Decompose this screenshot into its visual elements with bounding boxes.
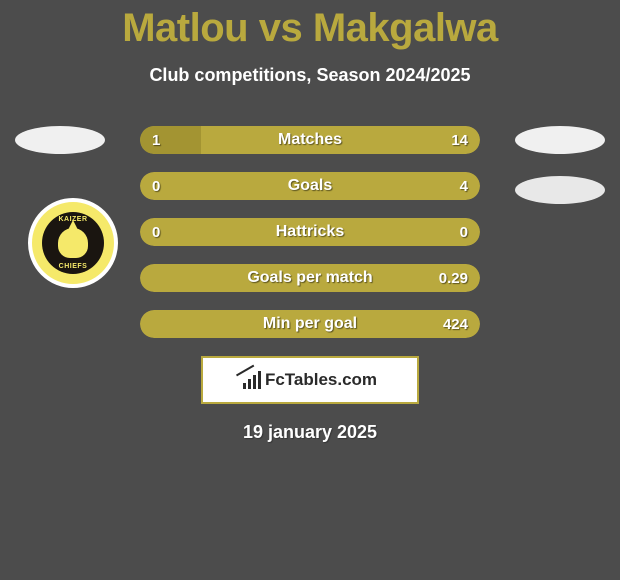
stat-row: Hattricks0 0 [140, 218, 480, 246]
stat-label: Min per goal [140, 310, 480, 338]
player-left-placeholder-icon [15, 126, 105, 154]
source-logo-text: FcTables.com [265, 370, 377, 390]
source-logo-box: FcTables.com [201, 356, 419, 404]
stat-row: Min per goal424 [140, 310, 480, 338]
stat-value-right: 0.29 [439, 264, 468, 292]
vs-text: vs [259, 6, 303, 50]
club-badge-inner: KAIZER CHIEFS [42, 212, 104, 274]
stat-row: Goals0 4 [140, 172, 480, 200]
stat-value-right: 0 [460, 218, 468, 246]
stat-label: Matches [140, 126, 480, 154]
chief-head-icon [58, 228, 88, 258]
player-left-name: Matlou [122, 6, 248, 50]
stat-value-left: 0 [152, 172, 160, 200]
comparison-area: KAIZER CHIEFS Matches114Goals04Hattricks… [0, 126, 620, 443]
stats-bars: Matches114Goals04Hattricks00Goals per ma… [140, 126, 480, 338]
date-text: 19 january 2025 [0, 422, 620, 443]
club-left-badge: KAIZER CHIEFS [28, 198, 118, 288]
stat-label: Goals per match [140, 264, 480, 292]
subtitle: Club competitions, Season 2024/2025 [0, 65, 620, 86]
stat-row: Goals per match0.29 [140, 264, 480, 292]
club-right-placeholder-icon [515, 176, 605, 204]
page-title: Matlou vs Makgalwa [0, 0, 620, 51]
stat-value-left: 1 [152, 126, 160, 154]
stat-label: Goals [140, 172, 480, 200]
bar-chart-icon [243, 371, 261, 389]
stat-value-right: 14 [451, 126, 468, 154]
player-right-name: Makgalwa [313, 6, 498, 50]
club-badge-bottom-text: CHIEFS [42, 263, 104, 270]
stat-value-left: 0 [152, 218, 160, 246]
player-right-placeholder-icon [515, 126, 605, 154]
comparison-card: { "header": { "player_left": "Matlou", "… [0, 0, 620, 580]
stat-value-right: 424 [443, 310, 468, 338]
stat-value-right: 4 [460, 172, 468, 200]
stat-row: Matches1 14 [140, 126, 480, 154]
stat-label: Hattricks [140, 218, 480, 246]
